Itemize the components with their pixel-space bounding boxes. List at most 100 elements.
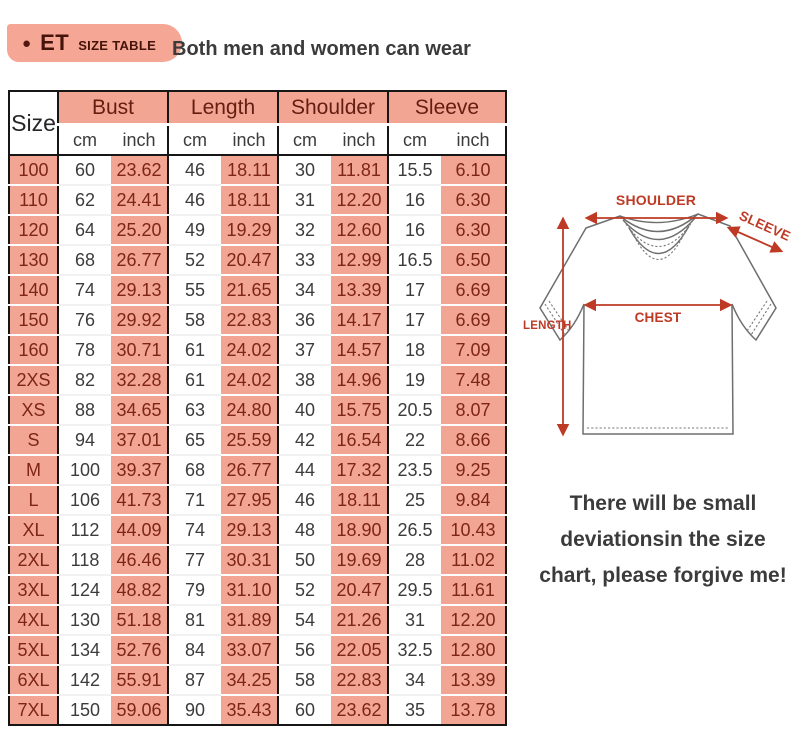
value-cell: 106 xyxy=(57,485,111,516)
value-cell: 6.69 xyxy=(441,305,507,336)
unit-header-inch: inch xyxy=(441,124,507,155)
value-cell: 34.25 xyxy=(221,665,279,696)
value-cell: 29.5 xyxy=(387,575,442,606)
value-cell: 88 xyxy=(57,395,111,426)
value-cell: 34 xyxy=(277,275,332,306)
unit-header-inch: inch xyxy=(331,124,389,155)
value-cell: 19 xyxy=(387,365,442,396)
value-cell: 55.91 xyxy=(111,665,168,696)
value-cell: 142 xyxy=(57,665,111,696)
value-cell: 18.90 xyxy=(331,515,389,546)
value-cell: 14.57 xyxy=(331,335,389,366)
value-cell: 16 xyxy=(387,185,442,216)
size-cell: 110 xyxy=(9,185,58,216)
value-cell: 51.18 xyxy=(111,605,168,636)
value-cell: 44 xyxy=(277,455,332,486)
value-cell: 24.02 xyxy=(221,365,279,396)
value-cell: 33 xyxy=(277,245,332,276)
value-cell: 29.92 xyxy=(111,305,168,336)
value-cell: 25.59 xyxy=(221,425,279,456)
value-cell: 58 xyxy=(167,305,221,336)
table-row: S 94 37.01 65 25.59 42 16.54 22 8.66 xyxy=(9,425,507,456)
size-cell: 150 xyxy=(9,305,58,336)
value-cell: 9.84 xyxy=(441,485,507,516)
value-cell: 10.43 xyxy=(441,515,507,546)
value-cell: 20.47 xyxy=(331,575,389,606)
value-cell: 6.30 xyxy=(441,215,507,246)
value-cell: 68 xyxy=(57,245,111,276)
value-cell: 52 xyxy=(167,245,221,276)
value-cell: 48.82 xyxy=(111,575,168,606)
value-cell: 8.66 xyxy=(441,425,507,456)
value-cell: 12.20 xyxy=(441,605,507,636)
unit-header-cm: cm xyxy=(277,124,332,155)
value-cell: 22.83 xyxy=(331,665,389,696)
note-line: There will be small xyxy=(569,492,757,515)
tshirt-diagram-svg: SHOULDER SLEEVE LENGTH CHEST xyxy=(523,192,793,437)
value-cell: 78 xyxy=(57,335,111,366)
value-cell: 56 xyxy=(277,635,332,666)
right-cuff-stitch xyxy=(746,300,768,332)
value-cell: 16 xyxy=(387,215,442,246)
value-cell: 19.69 xyxy=(331,545,389,576)
value-cell: 17 xyxy=(387,305,442,336)
table-row: 5XL 134 52.76 84 33.07 56 22.05 32.5 12.80 xyxy=(9,635,507,666)
value-cell: 29.13 xyxy=(111,275,168,306)
value-cell: 11.61 xyxy=(441,575,507,606)
value-cell: 124 xyxy=(57,575,111,606)
value-cell: 24.80 xyxy=(221,395,279,426)
value-cell: 77 xyxy=(167,545,221,576)
table-row: 120 64 25.20 49 19.29 32 12.60 16 6.30 xyxy=(9,215,507,246)
table-row: 150 76 29.92 58 22.83 36 14.17 17 6.69 xyxy=(9,305,507,336)
value-cell: 18.11 xyxy=(331,485,389,516)
value-cell: 9.25 xyxy=(441,455,507,486)
size-cell: 6XL xyxy=(9,665,58,696)
value-cell: 30.71 xyxy=(111,335,168,366)
badge-title: ET xyxy=(40,30,70,55)
value-cell: 71 xyxy=(167,485,221,516)
unit-header-cm: cm xyxy=(387,124,442,155)
size-cell: 2XL xyxy=(9,545,58,576)
size-cell: 140 xyxy=(9,275,58,306)
value-cell: 64 xyxy=(57,215,111,246)
value-cell: 12.80 xyxy=(441,635,507,666)
value-cell: 94 xyxy=(57,425,111,456)
deviation-note: There will be small deviationsin the siz… xyxy=(530,486,796,594)
value-cell: 26.5 xyxy=(387,515,442,546)
value-cell: 24.02 xyxy=(221,335,279,366)
value-cell: 35.43 xyxy=(221,695,279,725)
value-cell: 22 xyxy=(387,425,442,456)
bullet-icon: ● xyxy=(22,34,32,52)
value-cell: 37 xyxy=(277,335,332,366)
value-cell: 82 xyxy=(57,365,111,396)
table-row: 140 74 29.13 55 21.65 34 13.39 17 6.69 xyxy=(9,275,507,306)
size-cell: 3XL xyxy=(9,575,58,606)
value-cell: 6.10 xyxy=(441,154,507,186)
value-cell: 23.62 xyxy=(331,695,389,725)
value-cell: 59.06 xyxy=(111,695,168,725)
value-cell: 6.69 xyxy=(441,275,507,306)
value-cell: 49 xyxy=(167,215,221,246)
value-cell: 63 xyxy=(167,395,221,426)
value-cell: 79 xyxy=(167,575,221,606)
value-cell: 18 xyxy=(387,335,442,366)
sleeve-arrow xyxy=(726,226,784,253)
sleeve-label: SLEEVE xyxy=(737,208,793,244)
size-cell: 100 xyxy=(9,154,58,186)
value-cell: 15.5 xyxy=(387,154,442,186)
value-cell: 90 xyxy=(167,695,221,725)
value-cell: 41.73 xyxy=(111,485,168,516)
value-cell: 40 xyxy=(277,395,332,426)
value-cell: 15.75 xyxy=(331,395,389,426)
size-cell: 120 xyxy=(9,215,58,246)
size-cell: L xyxy=(9,485,58,516)
value-cell: 14.96 xyxy=(331,365,389,396)
value-cell: 44.09 xyxy=(111,515,168,546)
value-cell: 60 xyxy=(57,154,111,186)
table-header: Size Bust Length Shoulder Sleeve cm inch… xyxy=(9,91,507,155)
table-row: 110 62 24.41 46 18.11 31 12.20 16 6.30 xyxy=(9,185,507,216)
table-row: M 100 39.37 68 26.77 44 17.32 23.5 9.25 xyxy=(9,455,507,486)
value-cell: 100 xyxy=(57,455,111,486)
value-cell: 32.28 xyxy=(111,365,168,396)
table-row: 3XL 124 48.82 79 31.10 52 20.47 29.5 11.61 xyxy=(9,575,507,606)
